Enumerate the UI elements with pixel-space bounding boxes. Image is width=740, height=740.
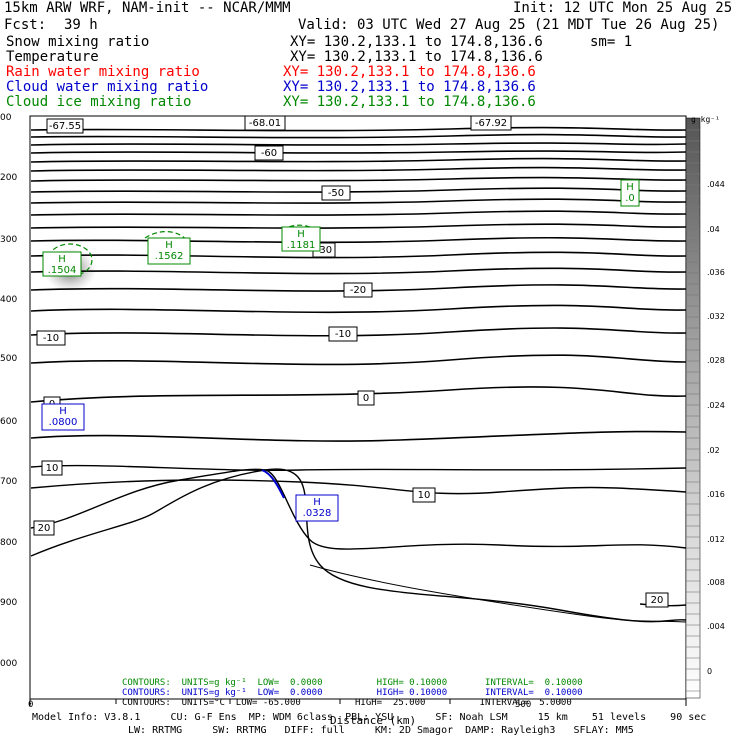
- temperature-label: -50: [321, 185, 351, 201]
- field-name-snow: Snow mixing ratio: [6, 34, 150, 50]
- field-xy-cloud-ice: XY= 130.2,133.1 to 174.8,136.6: [283, 94, 536, 110]
- colorbar-label: .044: [707, 180, 725, 189]
- temperature-label: 20: [645, 592, 669, 608]
- contour-info-cloud-water: CONTOURS: UNITS=g kg⁻¹ LOW= 0.0000 HIGH=…: [122, 688, 583, 698]
- colorbar-label: 0: [707, 667, 713, 676]
- cloud-ice-maximum: H.0: [620, 179, 640, 207]
- svg-text:H: H: [626, 182, 634, 193]
- contour-info-ice: CONTOURS: UNITS=g kg⁻¹ LOW= 0.0000 HIGH=…: [122, 678, 583, 688]
- forecast-hour: 39 h: [64, 17, 98, 33]
- temperature-label: -20: [343, 282, 373, 298]
- svg-text:-20: -20: [350, 285, 366, 296]
- svg-text:20: 20: [651, 595, 664, 606]
- field-xy-snow: XY= 130.2,133.1 to 174.8,136.6: [290, 34, 543, 50]
- y-tick-label: 000: [0, 659, 18, 669]
- y-tick-label: 500: [0, 354, 18, 364]
- field-name-rain: Rain water mixing ratio: [6, 64, 200, 80]
- cloud-water-maximum: H.0800: [41, 403, 85, 431]
- svg-text:H: H: [58, 254, 66, 265]
- temperature-label: 10: [41, 460, 63, 476]
- model-title: 15km ARW WRF, NAM-init -- NCAR/MMM: [4, 0, 291, 16]
- valid-time: Valid: 03 UTC Wed 27 Aug 25 (21 MDT Tue …: [298, 17, 720, 33]
- axis-ticks: [29, 699, 687, 706]
- colorbar-label: .024: [707, 401, 725, 410]
- svg-text:10: 10: [46, 463, 59, 474]
- field-xy-rain: XY= 130.2,133.1 to 174.8,136.6: [283, 64, 536, 80]
- cloud-water-maximum: H.0328: [295, 494, 339, 522]
- y-tick-label: 00: [0, 113, 12, 123]
- svg-text:H: H: [297, 229, 305, 240]
- model-info-line2: LW: RRTMG SW: RRTMG DIFF: full KM: 2D Sm…: [128, 725, 634, 736]
- temperature-label: -60: [254, 145, 284, 161]
- svg-text:-67.92: -67.92: [475, 118, 507, 129]
- svg-text:-60: -60: [261, 148, 277, 159]
- colorbar-label: .004: [707, 622, 725, 631]
- temperature-label: -10: [328, 326, 358, 342]
- colorbar-label: .04: [707, 225, 720, 234]
- svg-text:-30: -30: [316, 245, 332, 256]
- field-xy-temperature: XY= 130.2,133.1 to 174.8,136.6: [290, 49, 543, 65]
- colorbar-label: .028: [707, 356, 725, 365]
- colorbar-label: .02: [707, 446, 720, 455]
- temperature-label: 20: [33, 520, 55, 536]
- y-tick-label: 600: [0, 417, 18, 427]
- y-tick-label: 800: [0, 538, 18, 548]
- svg-text:-68.01: -68.01: [249, 118, 281, 129]
- colorbar: [685, 117, 701, 699]
- model-info-line1: Model Info: V3.8.1 CU: G-F Ens MP: WDM 6…: [32, 712, 707, 723]
- y-tick-label: 400: [0, 295, 18, 305]
- svg-text:.0800: .0800: [49, 417, 78, 428]
- y-tick-label: 700: [0, 477, 18, 487]
- colorbar-label: .016: [707, 490, 725, 499]
- svg-text:-10: -10: [335, 329, 351, 340]
- forecast-label: Fcst:: [4, 17, 47, 33]
- svg-text:.1562: .1562: [155, 251, 184, 262]
- contour-info-temperature: CONTOURS: UNITS=°C LOW= -65.000 HIGH= 25…: [122, 698, 572, 708]
- x-axis-title: Distance (km): [330, 714, 417, 727]
- temperature-label: 10: [412, 487, 436, 503]
- temperature-label: -10: [36, 330, 66, 346]
- svg-text:20: 20: [38, 523, 51, 534]
- field-name-cloud-water: Cloud water mixing ratio: [6, 79, 209, 95]
- cloud-ice-maximum: H.1562: [147, 237, 191, 265]
- x-tick-label: 500: [515, 700, 532, 710]
- svg-text:-10: -10: [43, 333, 59, 344]
- svg-text:H: H: [313, 497, 321, 508]
- cloud-ice-maximum: H.1504: [42, 251, 82, 277]
- colorbar-label: .036: [707, 268, 725, 277]
- colorbar-label: .032: [707, 312, 725, 321]
- svg-text:.0328: .0328: [303, 508, 332, 519]
- svg-text:0: 0: [363, 393, 369, 404]
- temperature-label: -68.01: [244, 115, 286, 131]
- isotherm-contours: [30, 126, 687, 442]
- temperature-label: 0: [357, 390, 375, 406]
- smoothing-value: sm= 1: [590, 34, 633, 50]
- field-name-cloud-ice: Cloud ice mixing ratio: [6, 94, 192, 110]
- svg-text:.0: .0: [625, 193, 635, 204]
- x-tick-label: 0: [28, 700, 34, 710]
- init-time: Init: 12 UTC Mon 25 Aug 25: [513, 0, 733, 16]
- y-tick-label: 200: [0, 173, 18, 183]
- svg-text:.1504: .1504: [48, 265, 77, 276]
- colorbar-label: .012: [707, 535, 725, 544]
- temperature-label: -67.92: [470, 115, 512, 131]
- colorbar-unit: g kg⁻¹: [691, 115, 720, 124]
- svg-text:-50: -50: [328, 188, 344, 199]
- cloud-water-contour: [261, 469, 285, 499]
- svg-text:H: H: [59, 406, 67, 417]
- field-name-temperature: Temperature: [6, 49, 99, 65]
- svg-text:.1181: .1181: [287, 240, 316, 251]
- colorbar-label: .008: [707, 578, 725, 587]
- svg-text:H: H: [165, 240, 173, 251]
- svg-text:-67.55: -67.55: [49, 121, 81, 132]
- y-tick-label: 300: [0, 235, 18, 245]
- field-xy-cloud-water: XY= 130.2,133.1 to 174.8,136.6: [283, 79, 536, 95]
- temperature-label: -67.55: [46, 118, 84, 134]
- lower-isotherms: [30, 464, 687, 623]
- svg-text:10: 10: [418, 490, 431, 501]
- y-tick-label: 900: [0, 598, 18, 608]
- cloud-ice-maximum: H.1181: [281, 226, 321, 252]
